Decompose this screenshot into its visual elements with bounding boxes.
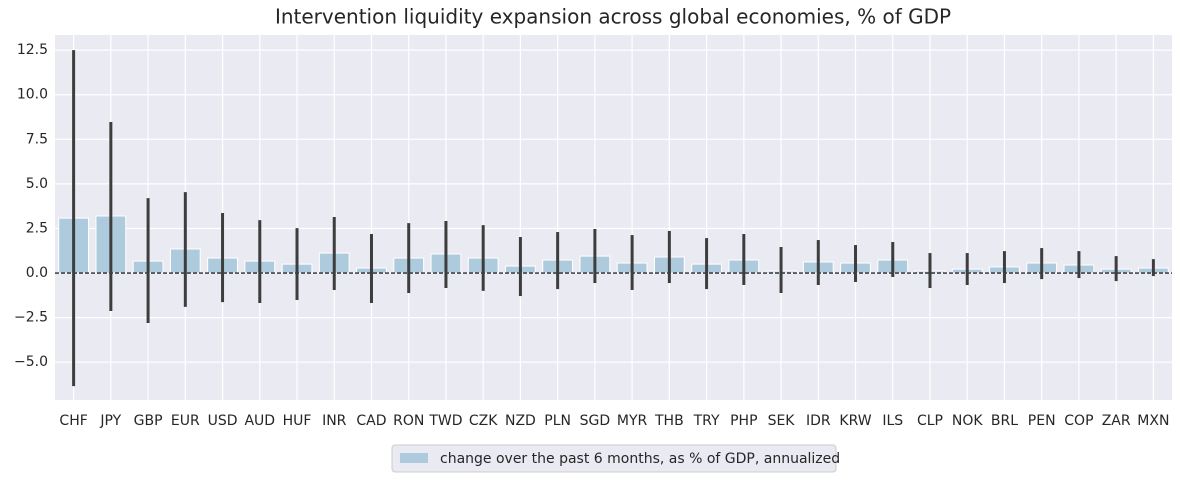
x-tick-label: KRW: [839, 413, 871, 429]
y-tick-label: 12.5: [17, 42, 48, 58]
y-tick-label: 5.0: [26, 176, 48, 192]
y-tick-label: −5.0: [14, 354, 48, 370]
x-tick-label: MYR: [617, 413, 648, 429]
x-tick-label: CZK: [469, 413, 498, 429]
x-tick-label: CLP: [917, 413, 943, 429]
x-tick-label: SGD: [580, 413, 611, 429]
x-tick-label: IDR: [806, 413, 831, 429]
x-tick-label: ILS: [882, 413, 903, 429]
x-tick-label: EUR: [171, 413, 200, 429]
y-tick-label: 10.0: [17, 87, 48, 103]
x-tick-label: JPY: [99, 413, 121, 429]
x-tick-label: BRL: [991, 413, 1018, 429]
x-tick-label: PHP: [730, 413, 757, 429]
x-tick-label: NOK: [952, 413, 983, 429]
x-tick-label: NZD: [505, 413, 536, 429]
x-tick-label: RON: [393, 413, 424, 429]
y-tick-label: 2.5: [26, 220, 48, 236]
y-tick-label: −2.5: [14, 310, 48, 326]
legend-swatch: [400, 453, 428, 463]
x-tick-label: MXN: [1137, 413, 1169, 429]
legend-label: change over the past 6 months, as % of G…: [440, 451, 840, 467]
x-tick-label: GBP: [134, 413, 163, 429]
x-tick-label: USD: [208, 413, 238, 429]
y-tick-label: 0.0: [26, 265, 48, 281]
x-tick-label: CAD: [356, 413, 386, 429]
x-tick-label: TWD: [428, 413, 462, 429]
x-tick-label: THB: [654, 413, 684, 429]
x-tick-label: SEK: [768, 413, 796, 429]
x-tick-label: CHF: [59, 413, 87, 429]
x-tick-label: PEN: [1028, 413, 1056, 429]
chart-title: Intervention liquidity expansion across …: [275, 5, 951, 29]
y-tick-label: 7.5: [26, 131, 48, 147]
x-tick-label: HUF: [283, 413, 312, 429]
x-tick-label: PLN: [544, 413, 571, 429]
x-tick-label: INR: [322, 413, 347, 429]
x-tick-label: TRY: [693, 413, 720, 429]
x-tick-label: COP: [1064, 413, 1093, 429]
legend-box: [391, 444, 837, 473]
x-tick-label: AUD: [244, 413, 275, 429]
plot-area: [55, 35, 1172, 400]
x-tick-label: ZAR: [1102, 413, 1131, 429]
